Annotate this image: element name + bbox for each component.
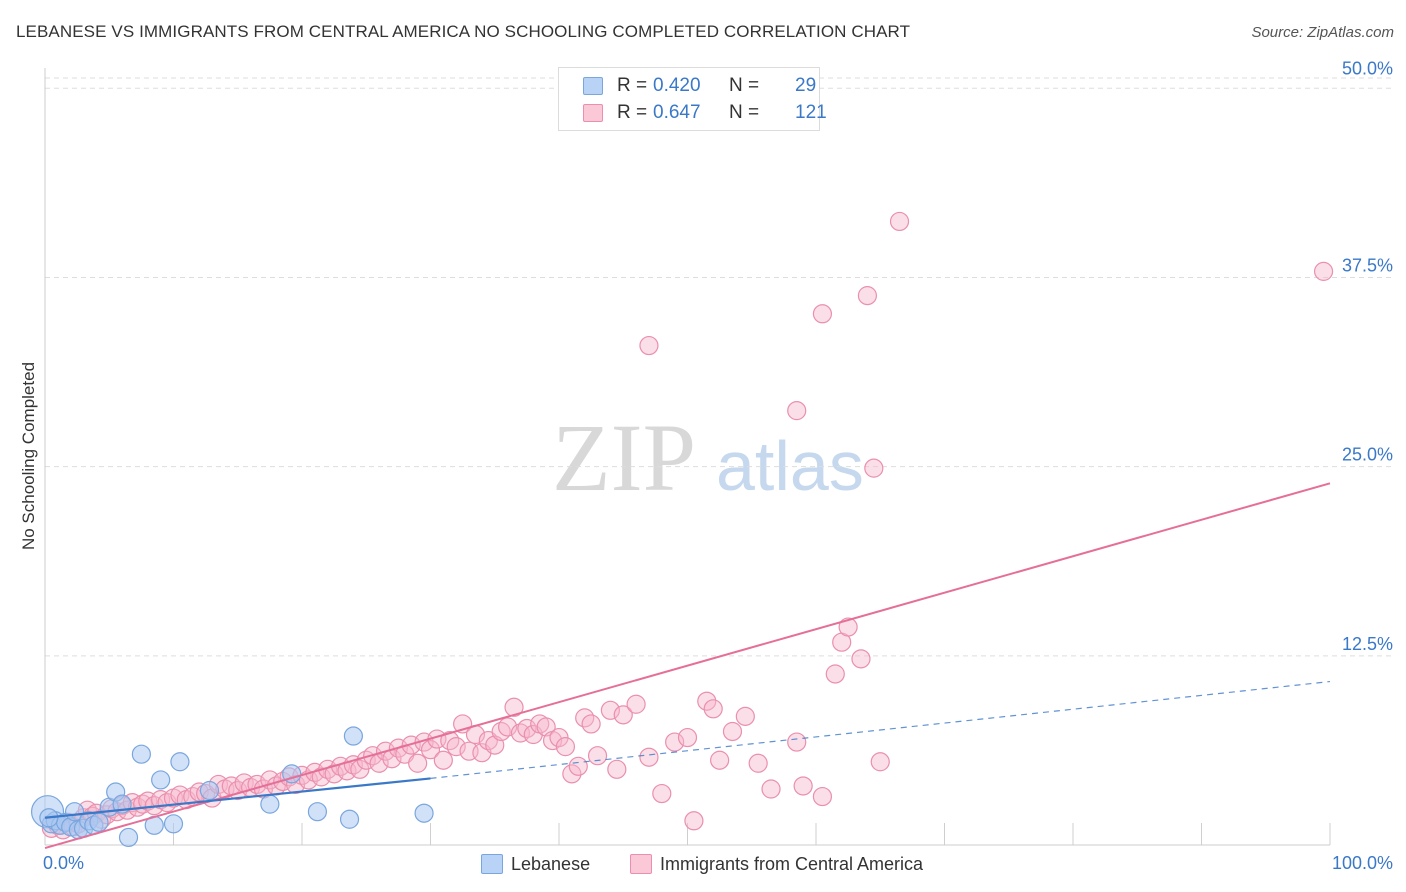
series-central-america-points [41, 211, 1334, 840]
chart-title: LEBANESE VS IMMIGRANTS FROM CENTRAL AMER… [16, 22, 911, 41]
data-point-central-america [665, 732, 685, 752]
data-point-lebanese [118, 827, 139, 848]
series-lebanese-points [30, 726, 434, 848]
legend-r-label: R = [617, 75, 648, 96]
data-point-central-america [735, 706, 755, 726]
y-tick-label: 12.5% [1342, 634, 1393, 654]
legend-swatch-blue [481, 854, 503, 874]
trend-lines [44, 482, 1331, 849]
data-point-central-america [555, 737, 576, 757]
axes [44, 68, 1330, 846]
data-point-central-america [446, 737, 466, 757]
legend-r-value: 0.647 [653, 102, 701, 123]
legend-n-label: N = [729, 102, 760, 123]
data-point-central-america [825, 664, 845, 684]
legend-n-label: N = [729, 75, 760, 96]
data-point-central-america [433, 750, 453, 770]
data-point-central-america [793, 776, 813, 796]
data-point-central-america [812, 786, 833, 807]
stats-legend: R = 0.420 N = 29 R = 0.647 N = 121 [558, 67, 827, 131]
legend-swatch-pink [583, 104, 603, 122]
data-point-central-america [787, 401, 807, 421]
data-point-central-america [652, 783, 672, 804]
data-point-central-america [710, 750, 730, 770]
x-tick-label: 100.0% [1332, 853, 1393, 873]
data-point-central-america [889, 211, 910, 232]
data-point-central-america [639, 335, 659, 356]
data-point-central-america [568, 756, 588, 776]
watermark-atlas: atlas [716, 427, 864, 505]
watermark: ZIP atlas [552, 404, 864, 511]
data-point-central-america [626, 694, 646, 714]
data-point-central-america [812, 304, 833, 324]
data-point-central-america [420, 740, 441, 760]
legend-n-value: 121 [795, 102, 827, 123]
data-point-central-america [607, 759, 627, 779]
trend-line-lebanese-extension [430, 680, 1331, 780]
data-point-central-america [870, 752, 890, 772]
x-tick-label: 0.0% [43, 853, 84, 873]
legend-label-lebanese: Lebanese [511, 854, 591, 874]
data-point-lebanese [260, 794, 280, 814]
watermark-zip: ZIP [552, 404, 696, 511]
legend-swatch-blue [583, 77, 603, 95]
data-point-lebanese [151, 770, 171, 790]
data-point-central-america [600, 700, 621, 720]
data-point-central-america [581, 714, 601, 734]
data-point-central-america [748, 753, 768, 773]
y-tick-label: 25.0% [1342, 445, 1393, 465]
legend-r-value: 0.420 [653, 75, 701, 96]
data-point-lebanese [307, 802, 328, 822]
data-point-lebanese [131, 744, 151, 764]
y-tick-label: 37.5% [1342, 255, 1393, 275]
data-point-lebanese [414, 803, 434, 823]
data-point-lebanese [339, 809, 360, 829]
legend-swatch-pink [630, 854, 652, 874]
tick-labels: 12.5% 25.0% 37.5% 50.0% 0.0% 100.0% [43, 58, 1393, 873]
data-point-central-america [851, 649, 871, 669]
data-point-central-america [864, 458, 884, 478]
data-point-central-america [639, 747, 659, 767]
data-point-central-america [408, 753, 428, 773]
data-point-central-america [722, 721, 743, 742]
data-point-central-america [504, 697, 524, 717]
data-point-lebanese [163, 814, 184, 834]
y-tick-label: 50.0% [1342, 58, 1393, 78]
chart-source: Source: ZipAtlas.com [1251, 24, 1394, 41]
trend-line-central-america [44, 482, 1331, 849]
data-point-central-america [613, 705, 633, 725]
data-point-lebanese [199, 780, 220, 801]
data-point-central-america [684, 811, 704, 831]
data-point-central-america [587, 746, 608, 766]
data-point-central-america [677, 727, 698, 748]
data-point-central-america [1313, 261, 1334, 281]
data-point-central-america [703, 699, 723, 719]
data-point-central-america [857, 286, 878, 306]
data-point-central-america [787, 732, 807, 752]
y-axis-title: No Schooling Completed [19, 362, 38, 550]
legend-label-central-america: Immigrants from Central America [660, 854, 924, 874]
data-point-central-america [697, 691, 717, 711]
data-point-lebanese [89, 812, 109, 832]
trend-line-lebanese [44, 777, 431, 819]
legend-r-label: R = [617, 102, 648, 123]
data-point-lebanese [343, 726, 363, 746]
data-point-central-america [562, 764, 582, 784]
legend-n-value: 29 [795, 75, 817, 96]
data-point-lebanese [170, 752, 190, 772]
data-point-central-america [761, 779, 781, 799]
data-point-central-america [838, 617, 858, 637]
data-point-central-america [369, 753, 389, 773]
